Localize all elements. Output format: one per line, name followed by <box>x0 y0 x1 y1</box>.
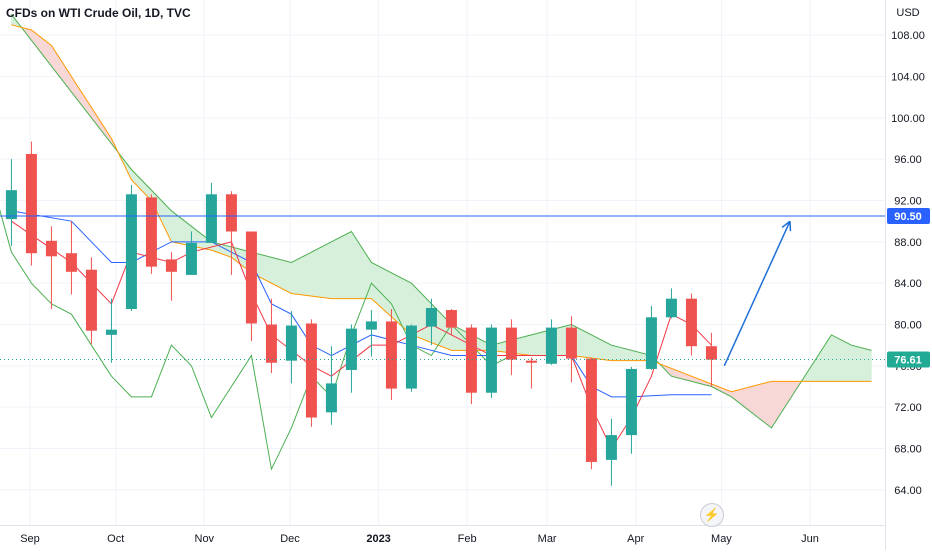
candle <box>46 226 57 309</box>
candle-body <box>486 328 497 393</box>
x-tick-label: Oct <box>107 533 124 545</box>
candle-body <box>326 383 337 412</box>
candle <box>686 294 697 356</box>
candle-body <box>346 329 357 370</box>
candle-body <box>246 231 257 323</box>
candle-body <box>666 299 677 318</box>
candle <box>206 183 217 243</box>
candle <box>386 309 397 400</box>
candle-body <box>506 328 517 360</box>
candle-body <box>526 361 537 363</box>
candle <box>326 346 337 425</box>
candle-body <box>686 299 697 347</box>
candle-body <box>626 369 637 435</box>
candle-body <box>306 323 317 417</box>
candle-body <box>126 194 137 309</box>
candle-body <box>206 194 217 243</box>
candle-body <box>386 321 397 388</box>
y-tick-label: 108.00 <box>891 30 925 42</box>
x-tick-label: Sep <box>20 533 40 545</box>
candle-body <box>166 259 177 271</box>
candle <box>366 310 377 357</box>
y-tick-label: 64.00 <box>894 485 922 497</box>
candle-body <box>46 241 57 257</box>
candle-body <box>26 154 37 253</box>
time-axis-panel <box>0 525 885 550</box>
y-tick-label: 72.00 <box>894 402 922 414</box>
candle-body <box>286 326 297 361</box>
y-tick-label: 92.00 <box>894 195 922 207</box>
candle <box>306 319 317 426</box>
projection-arrow <box>724 221 790 366</box>
candle <box>346 325 357 393</box>
candle-body <box>106 330 117 335</box>
candle <box>666 288 677 318</box>
candle-body <box>146 197 157 266</box>
candle-body <box>6 190 17 219</box>
candle <box>166 252 177 301</box>
candle <box>286 311 297 383</box>
candle-body <box>366 321 377 329</box>
y-tick-label: 104.00 <box>891 71 925 83</box>
y-tick-label: 100.00 <box>891 113 925 125</box>
candle <box>86 257 97 344</box>
cloud-segment <box>869 350 871 382</box>
y-tick-label: 88.00 <box>894 237 922 249</box>
candle-body <box>86 270 97 331</box>
last-price-badge-text: 76.61 <box>894 355 922 367</box>
candle-body <box>446 310 457 328</box>
candle <box>646 306 657 370</box>
candle-body <box>466 328 477 393</box>
candle-body <box>266 325 277 363</box>
x-tick-label: May <box>711 533 732 545</box>
candle <box>466 325 477 405</box>
candle <box>606 419 617 486</box>
arrow-shaft <box>724 221 790 366</box>
y-tick-label: 96.00 <box>894 154 922 166</box>
y-tick-label: 80.00 <box>894 320 922 332</box>
candle <box>226 191 237 275</box>
candle <box>26 142 37 266</box>
candle <box>586 358 597 470</box>
candle-body <box>426 308 437 327</box>
x-tick-label: Feb <box>458 533 477 545</box>
x-tick-label: Nov <box>195 533 215 545</box>
currency-label: USD <box>896 7 919 19</box>
lightning-icon[interactable]: ⚡ <box>700 503 724 527</box>
candle <box>126 185 137 311</box>
candle-body <box>186 243 197 275</box>
candle-body <box>406 326 417 389</box>
x-tick-label: 2023 <box>366 533 390 545</box>
level-badge-text: 90.50 <box>894 211 922 223</box>
y-tick-label: 84.00 <box>894 278 922 290</box>
candles <box>6 142 717 486</box>
chart-title: CFDs on WTI Crude Oil, 1D, TVC <box>6 6 191 20</box>
candle-body <box>606 435 617 460</box>
x-tick-label: Mar <box>538 533 557 545</box>
candle <box>146 194 157 274</box>
x-tick-label: Apr <box>627 533 644 545</box>
y-tick-label: 68.00 <box>894 444 922 456</box>
candle <box>6 159 17 246</box>
candle-body <box>546 328 557 364</box>
candle-body <box>566 328 577 359</box>
candle-body <box>706 346 717 359</box>
level-badge: 90.50 <box>887 208 930 224</box>
candle <box>266 299 277 373</box>
base-line <box>11 211 711 397</box>
x-tick-label: Jun <box>801 533 819 545</box>
candle <box>406 325 417 392</box>
candle <box>486 325 497 398</box>
candle <box>506 319 517 375</box>
last-price-badge: 76.61 <box>887 352 930 368</box>
candle-body <box>226 194 237 231</box>
x-tick-label: Dec <box>280 533 300 545</box>
candle <box>526 358 537 389</box>
candle-body <box>66 253 77 272</box>
candle-body <box>586 359 597 462</box>
candle-body <box>646 317 657 369</box>
